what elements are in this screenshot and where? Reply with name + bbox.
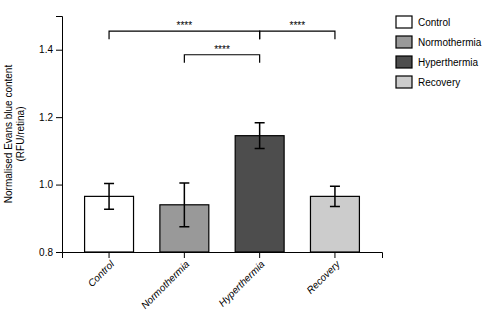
y-tick: 0.8 bbox=[39, 247, 62, 258]
y-tick-label: 1.2 bbox=[39, 112, 53, 123]
y-tick-label: 1.0 bbox=[39, 179, 53, 190]
legend-label: Recovery bbox=[418, 77, 460, 88]
y-tick: 1.2 bbox=[39, 112, 62, 123]
x-tick-label: Hyperthermia bbox=[216, 258, 267, 309]
x-tick-label: Recovery bbox=[304, 258, 342, 296]
legend-swatch bbox=[396, 56, 412, 68]
annotations: **** **** **** bbox=[109, 20, 335, 63]
legend-label: Normothermia bbox=[418, 37, 482, 48]
y-axis-title: Normalised Evans blue content(RFU/retina… bbox=[3, 65, 26, 204]
chart: 0.8 1.0 1.2 1.4 Control Normothermia Hyperther… bbox=[0, 0, 500, 318]
y-tick: 1.0 bbox=[39, 179, 62, 190]
error-bar bbox=[104, 184, 114, 210]
y-tick-mark bbox=[56, 50, 62, 51]
x-tick: Control bbox=[86, 252, 117, 289]
legend-swatch bbox=[396, 36, 412, 48]
significance-label: **** bbox=[214, 44, 230, 55]
x-tick-mark bbox=[184, 252, 185, 258]
error-bar bbox=[330, 186, 340, 206]
significance-bracket bbox=[109, 31, 260, 39]
y-axis: 0.8 1.0 1.2 1.4 bbox=[39, 17, 62, 258]
x-axis: Control Normothermia Hyperthermia Recovery bbox=[63, 252, 383, 311]
legend-item: Hyperthermia bbox=[396, 56, 478, 68]
legend-label: Control bbox=[418, 17, 450, 28]
legend-swatch bbox=[396, 76, 412, 88]
y-tick: 1.4 bbox=[39, 44, 62, 55]
x-tick-label: Normothermia bbox=[139, 258, 192, 311]
legend-swatch bbox=[396, 16, 412, 28]
x-axis-line bbox=[63, 253, 383, 259]
significance-bracket bbox=[184, 55, 259, 63]
y-tick-mark bbox=[56, 117, 62, 118]
plot: 0.8 1.0 1.2 1.4 Control Normothermia Hyperther… bbox=[39, 17, 382, 311]
legend-item: Normothermia bbox=[396, 36, 482, 48]
marks bbox=[85, 123, 360, 252]
y-tick-mark bbox=[56, 185, 62, 186]
error-bar bbox=[179, 183, 189, 227]
legend-label: Hyperthermia bbox=[418, 57, 478, 68]
significance-bracket bbox=[260, 31, 335, 39]
bar bbox=[235, 136, 284, 252]
y-tick-label: 1.4 bbox=[39, 44, 53, 55]
x-tick: Recovery bbox=[304, 252, 342, 296]
y-tick-label: 0.8 bbox=[39, 247, 53, 258]
legend-item: Control bbox=[396, 16, 450, 28]
error-bar bbox=[255, 123, 265, 149]
significance-label: **** bbox=[177, 20, 193, 31]
y-axis-line bbox=[56, 17, 63, 253]
legend: Control Normothermia Hyperthermia Recovery bbox=[396, 16, 482, 88]
y-tick-mark bbox=[56, 252, 62, 253]
x-tick-mark bbox=[334, 252, 335, 258]
x-tick: Hyperthermia bbox=[216, 252, 267, 309]
legend-item: Recovery bbox=[396, 76, 460, 88]
significance-label: **** bbox=[290, 20, 306, 31]
x-tick-mark bbox=[109, 252, 110, 258]
x-tick-mark bbox=[259, 252, 260, 258]
x-tick-label: Control bbox=[86, 258, 117, 289]
x-tick: Normothermia bbox=[139, 252, 192, 311]
